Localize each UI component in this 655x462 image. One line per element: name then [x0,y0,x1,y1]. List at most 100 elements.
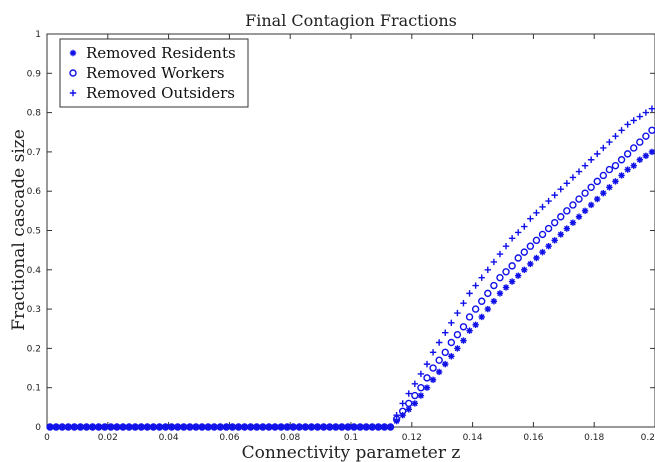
data-point [417,370,425,378]
data-point [508,278,516,285]
data-point [186,423,194,431]
data-point [459,323,468,331]
data-point [235,423,242,431]
data-point [642,109,650,116]
data-point [527,215,534,222]
legend-box [59,38,249,108]
data-point [192,423,200,431]
data-point [77,423,84,431]
data-point [508,235,516,242]
data-point [308,423,315,431]
data-point [508,262,516,270]
data-point [484,305,491,313]
data-point [442,360,449,368]
data-point [211,423,218,431]
data-point [648,105,655,112]
data-point [296,423,303,431]
data-point [563,225,571,232]
data-point [429,349,437,356]
x-tick-label: 0.02 [98,433,118,443]
data-point [435,356,443,364]
data-point [617,156,626,164]
data-point [144,423,151,431]
data-point [551,237,558,244]
data-point [363,423,370,431]
data-point [538,230,547,239]
data-point [569,174,577,181]
data-point [89,423,96,431]
data-point [119,423,127,431]
data-point [478,297,486,305]
y-axis: 0 0.1 0.2 0.3 0.4 0.5 0.6 0.7 0.8 0.9 1 [27,30,655,433]
data-point [71,423,78,431]
data-point [131,423,139,431]
data-point [405,406,412,413]
data-point [630,144,638,152]
data-point [539,203,546,211]
data-point [411,380,419,387]
data-point [587,201,595,209]
data-point [593,177,601,186]
data-point [581,207,589,215]
data-point [168,423,175,431]
data-point [393,417,400,425]
data-point [496,250,504,258]
data-point [472,321,479,329]
legend-marker [69,49,77,57]
data-point [448,353,455,360]
data-point [521,223,528,230]
data-point [429,376,437,384]
data-point [600,189,607,197]
data-point [569,201,577,209]
legend: Removed Residents Removed Workers Removed … [59,38,249,108]
data-point [472,282,479,289]
data-point [605,165,614,174]
data-point [557,186,564,193]
data-point [314,423,321,431]
data-point [575,195,583,203]
y-tick-label: 0.3 [27,305,41,315]
data-point [399,412,406,419]
data-point [417,392,425,399]
data-point [46,423,54,431]
legend-label: Removed Outsiders [86,84,235,102]
data-point [417,384,425,392]
data-point [204,423,212,431]
data-point [387,423,394,431]
y-tick-label: 0 [35,423,41,433]
x-tick-label: 0 [44,433,50,443]
data-point [253,423,260,431]
data-point [624,166,631,173]
data-point [198,423,206,431]
data-point [435,368,443,376]
data-point [271,423,279,431]
data-point [642,152,650,160]
x-tick-label: 0.1 [344,433,358,443]
data-point [575,213,583,220]
data-point [399,400,406,407]
data-point [563,180,571,187]
data-point [612,178,619,185]
y-tick-label: 0.5 [27,227,41,237]
data-point [612,132,619,140]
data-point [515,272,522,279]
data-point [59,423,66,431]
y-tick-label: 0.1 [27,384,41,394]
series-plus [46,105,655,431]
data-point [95,423,102,431]
x-axis-title: Connectivity parameter z [242,443,461,462]
x-tick-label: 0.14 [463,433,483,443]
data-point [453,330,462,339]
data-point [247,423,254,431]
data-point [174,423,181,431]
data-point [350,423,358,431]
data-point [539,248,546,256]
data-point [283,423,291,431]
data-point [502,268,510,276]
data-point [265,423,273,431]
x-tick-label: 0.06 [219,433,239,443]
data-point [527,260,534,268]
data-point [545,197,552,205]
data-point [533,254,540,262]
